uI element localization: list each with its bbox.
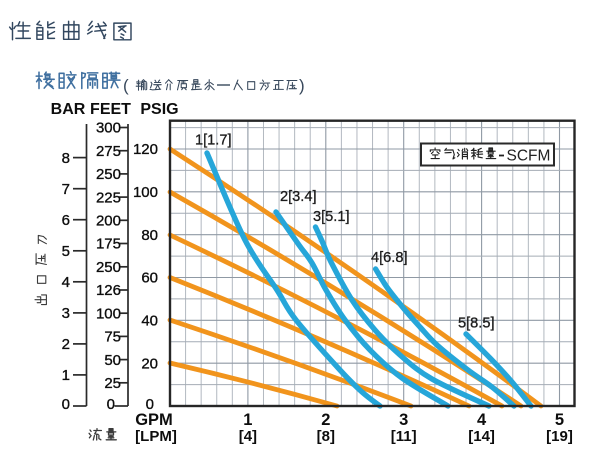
svg-text:0: 0 <box>146 396 154 413</box>
svg-text:(: ( <box>123 76 129 95</box>
svg-text:175: 175 <box>96 236 121 253</box>
svg-text:[4]: [4] <box>239 428 257 445</box>
svg-text:100: 100 <box>96 305 121 322</box>
svg-text:FEET: FEET <box>90 101 131 118</box>
svg-text:6: 6 <box>62 212 70 229</box>
svg-text:60: 60 <box>141 270 158 287</box>
svg-text:300: 300 <box>96 120 121 137</box>
svg-text:4: 4 <box>477 411 487 429</box>
svg-text:5[8.5]: 5[8.5] <box>458 316 495 332</box>
svg-text:SCFM: SCFM <box>507 148 551 165</box>
svg-text:): ) <box>299 76 305 95</box>
svg-text:0: 0 <box>107 396 115 413</box>
svg-text:4: 4 <box>62 274 70 291</box>
svg-text:0: 0 <box>62 396 70 413</box>
svg-text:126: 126 <box>96 282 121 299</box>
svg-text:250: 250 <box>96 259 121 276</box>
svg-text:7: 7 <box>62 181 70 198</box>
svg-text:2[3.4]: 2[3.4] <box>280 189 317 205</box>
svg-text:225: 225 <box>96 189 121 206</box>
svg-text:[LPM]: [LPM] <box>135 428 177 445</box>
svg-text:8: 8 <box>62 150 70 167</box>
svg-text:20: 20 <box>141 355 158 372</box>
svg-text:25: 25 <box>104 375 121 392</box>
svg-text:80: 80 <box>141 227 158 244</box>
svg-text:GPM: GPM <box>135 411 173 429</box>
svg-text:2: 2 <box>62 336 70 353</box>
svg-text:PSIG: PSIG <box>140 101 178 118</box>
svg-text:200: 200 <box>96 213 121 230</box>
svg-text:5: 5 <box>62 243 70 260</box>
svg-text:4[6.8]: 4[6.8] <box>371 250 408 266</box>
svg-text:3[5.1]: 3[5.1] <box>313 209 350 225</box>
svg-text:250: 250 <box>96 166 121 183</box>
svg-text:120: 120 <box>133 141 158 158</box>
svg-text:[14]: [14] <box>468 428 495 445</box>
svg-text:BAR: BAR <box>51 101 86 118</box>
svg-text:1[1.7]: 1[1.7] <box>195 133 232 149</box>
svg-text:100: 100 <box>133 184 158 201</box>
svg-text:3: 3 <box>62 305 70 322</box>
svg-text:3: 3 <box>399 411 408 429</box>
svg-text:75: 75 <box>104 329 121 346</box>
svg-text:275: 275 <box>96 143 121 160</box>
svg-text:[11]: [11] <box>391 428 417 445</box>
svg-text:2: 2 <box>321 411 330 429</box>
svg-text:[8]: [8] <box>317 428 335 445</box>
svg-text:[19]: [19] <box>546 428 573 445</box>
svg-text:40: 40 <box>141 313 158 330</box>
svg-text:1: 1 <box>243 411 252 429</box>
svg-text:5: 5 <box>555 411 564 429</box>
svg-text:50: 50 <box>104 352 121 369</box>
svg-text:1: 1 <box>62 367 70 384</box>
